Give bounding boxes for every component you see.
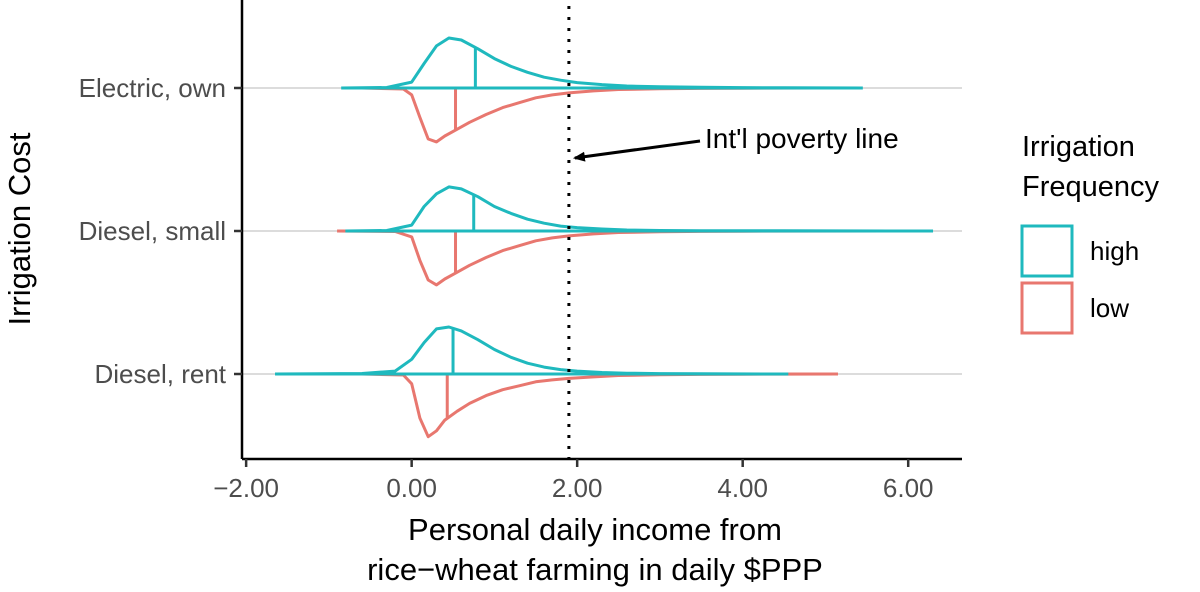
x-tick-label-2: 2.00 xyxy=(552,473,603,503)
y-tick-label-2: Diesel, rent xyxy=(95,359,227,389)
violin-outline-low-diesel-small xyxy=(337,229,892,287)
legend-title-line2: Frequency xyxy=(1022,171,1160,203)
x-tick-label-0: −2.00 xyxy=(213,473,279,503)
violin-high-electric-own xyxy=(341,36,863,90)
x-axis-title-line2: rice−wheat farming in daily $PPP xyxy=(367,552,823,587)
x-tick-label-1: 0.00 xyxy=(386,473,437,503)
legend-key-low xyxy=(1020,281,1074,335)
x-tick-label-3: 4.00 xyxy=(717,473,768,503)
axes xyxy=(240,0,962,461)
annotation-arrow xyxy=(572,139,701,162)
violin-outline-high-diesel-small xyxy=(345,185,934,233)
annotation-label: Int'l poverty line xyxy=(705,123,899,154)
x-axis-title-line1: Personal daily income from xyxy=(408,512,782,547)
y-tick-label-0: Electric, own xyxy=(79,73,226,103)
legend-entries: high low xyxy=(1020,224,1139,335)
legend-title-line1: Irrigation xyxy=(1022,131,1135,163)
violins xyxy=(275,36,934,439)
violin-high-diesel-small xyxy=(345,185,934,233)
violin-outline-high-diesel-rent xyxy=(275,325,789,376)
legend-label-high: high xyxy=(1090,236,1139,266)
y-axis-title: Irrigation Cost xyxy=(2,132,37,325)
y-tick-label-1: Diesel, small xyxy=(79,216,226,246)
violin-outline-high-electric-own xyxy=(341,36,863,90)
violin-high-diesel-rent xyxy=(275,325,789,376)
x-tick-label-4: 6.00 xyxy=(883,473,934,503)
violin-low-diesel-rent xyxy=(361,372,838,439)
violin-outline-low-diesel-rent xyxy=(361,372,838,439)
violin-low-diesel-small xyxy=(337,229,892,287)
legend-label-low: low xyxy=(1090,293,1129,323)
legend-key-high xyxy=(1020,224,1074,278)
y-axis-ticks: Electric, own Diesel, small Diesel, rent xyxy=(79,73,242,389)
legend: Irrigation Frequency high low xyxy=(1020,131,1160,335)
x-axis-ticks: −2.00 0.00 2.00 4.00 6.00 xyxy=(213,459,934,503)
poverty-line-annotation: Int'l poverty line xyxy=(572,123,899,162)
